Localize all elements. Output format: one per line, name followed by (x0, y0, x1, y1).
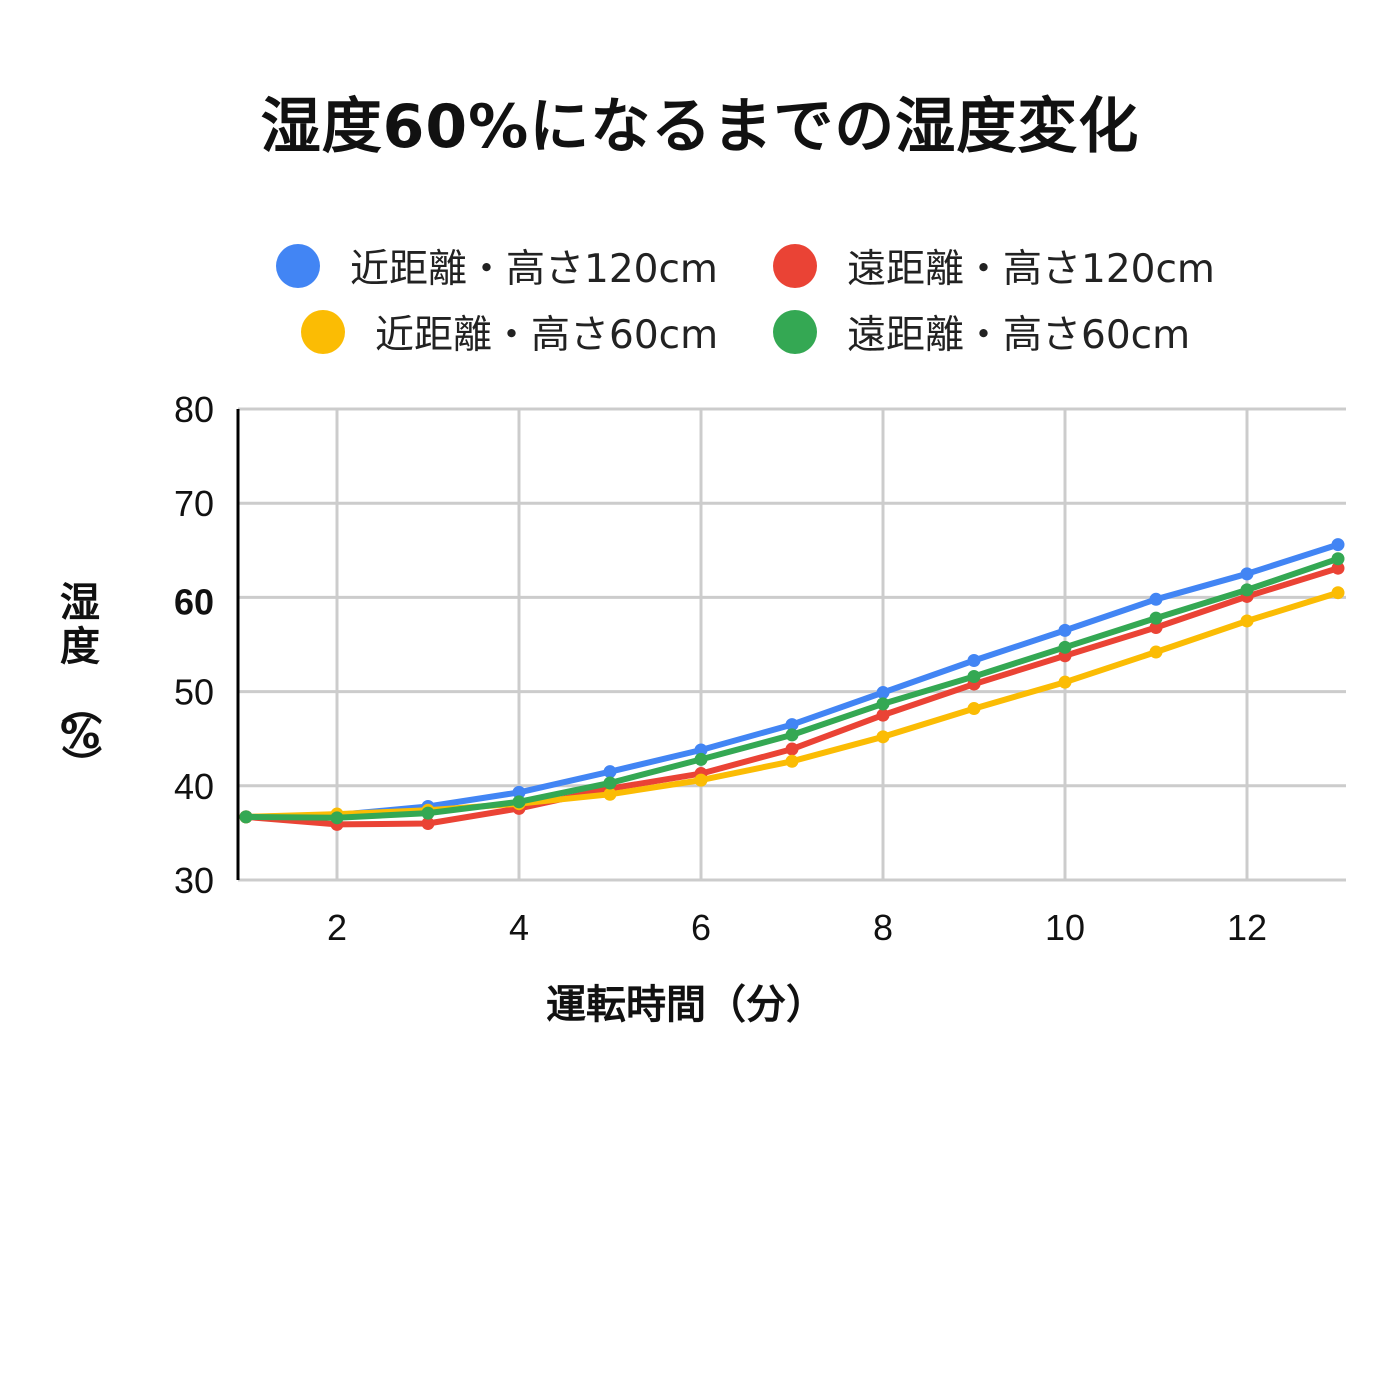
y-tick-label-50: 50 (174, 672, 214, 713)
legend-item-far-60: 遠距離・高さ60cm (773, 302, 1190, 362)
series-2-point-8 (876, 730, 890, 744)
x-tick-label-4: 4 (509, 907, 529, 948)
series-3-point-11 (1149, 611, 1163, 625)
legend-item-near-60: 近距離・高さ60cm (301, 302, 718, 362)
y-axis-title-char: 湿 (60, 580, 100, 626)
series-0-point-12 (1240, 567, 1254, 581)
x-tick-label-2: 2 (327, 907, 347, 948)
series-2-point-6 (694, 773, 708, 787)
x-tick-label-8: 8 (873, 907, 893, 948)
y-axis-title-char: 度 (60, 624, 100, 670)
y-tick-label-60: 60 (174, 581, 214, 622)
series-1-point-8 (876, 708, 890, 722)
series-1-point-11 (1149, 621, 1163, 635)
series (239, 538, 1345, 831)
series-line-2 (243, 589, 1341, 820)
x-axis-title: 運転時間（分） (546, 982, 826, 1028)
series-0-point-6 (694, 743, 708, 757)
series-0-point-11 (1149, 592, 1163, 606)
legend-label-far-120: 遠距離・高さ120cm (847, 247, 1215, 292)
series-2-point-12 (1240, 614, 1254, 628)
series-2-point-5 (603, 787, 617, 801)
y-axis-title-char: % (60, 712, 100, 758)
y-axis-title-char: ） (57, 745, 103, 785)
series-1-point-7 (785, 742, 799, 756)
grid (238, 407, 1346, 882)
series-3-point-5 (603, 776, 617, 790)
y-tick-label-40: 40 (174, 766, 214, 807)
series-0-point-9 (967, 654, 981, 668)
x-tick-label-10: 10 (1045, 907, 1085, 948)
y-tick-label-30: 30 (174, 860, 214, 901)
series-0-point-7 (785, 718, 799, 732)
chart-title: 湿度60%になるまでの湿度変化 (260, 92, 1140, 162)
legend-item-near-120: 近距離・高さ120cm (276, 236, 718, 296)
x-tick-label-12: 12 (1227, 907, 1267, 948)
series-2-point-11 (1149, 645, 1163, 659)
legend-dot-far-120 (773, 244, 817, 288)
y-tick-label-80: 80 (174, 389, 214, 430)
series-3-point-9 (967, 670, 981, 684)
legend-dot-near-60 (301, 310, 345, 354)
series-3-point-13 (1331, 552, 1345, 566)
series-0-point-4 (512, 785, 526, 799)
legend-dot-far-60 (773, 310, 817, 354)
series-3-point-1 (239, 810, 253, 824)
y-axis-title: 湿度 （%） (57, 580, 103, 785)
series-0-point-13 (1331, 538, 1345, 552)
legend-item-far-120: 遠距離・高さ120cm (773, 236, 1215, 296)
series-3-point-2 (330, 811, 344, 825)
legend-label-near-120: 近距離・高さ120cm (350, 247, 718, 292)
series-0-point-10 (1058, 623, 1072, 637)
legend-dot-near-120 (276, 244, 320, 288)
tick-labels: 30 40 50 60 70 80 2 4 6 8 10 12 (174, 389, 1267, 948)
series-3-point-4 (512, 795, 526, 809)
legend-label-far-60: 遠距離・高さ60cm (847, 313, 1191, 358)
series-1-point-13 (1331, 561, 1345, 575)
legend-label-near-60: 近距離・高さ60cm (375, 313, 719, 358)
series-2-point-9 (967, 702, 981, 716)
series-2-point-7 (785, 754, 799, 768)
series-3-point-10 (1058, 640, 1072, 654)
series-3-point-8 (876, 697, 890, 711)
series-2-point-10 (1058, 675, 1072, 689)
series-1-point-3 (421, 816, 435, 830)
series-3-point-12 (1240, 583, 1254, 597)
series-3-point-3 (421, 806, 435, 820)
y-axis-title-char: （ (57, 685, 103, 725)
series-0-point-8 (876, 686, 890, 700)
series-2-point-13 (1331, 586, 1345, 600)
series-3-point-6 (694, 752, 708, 766)
series-0-point-5 (603, 765, 617, 779)
y-tick-label-70: 70 (174, 483, 214, 524)
series-line-0 (243, 541, 1341, 820)
x-tick-label-6: 6 (691, 907, 711, 948)
series-3-point-7 (785, 728, 799, 742)
